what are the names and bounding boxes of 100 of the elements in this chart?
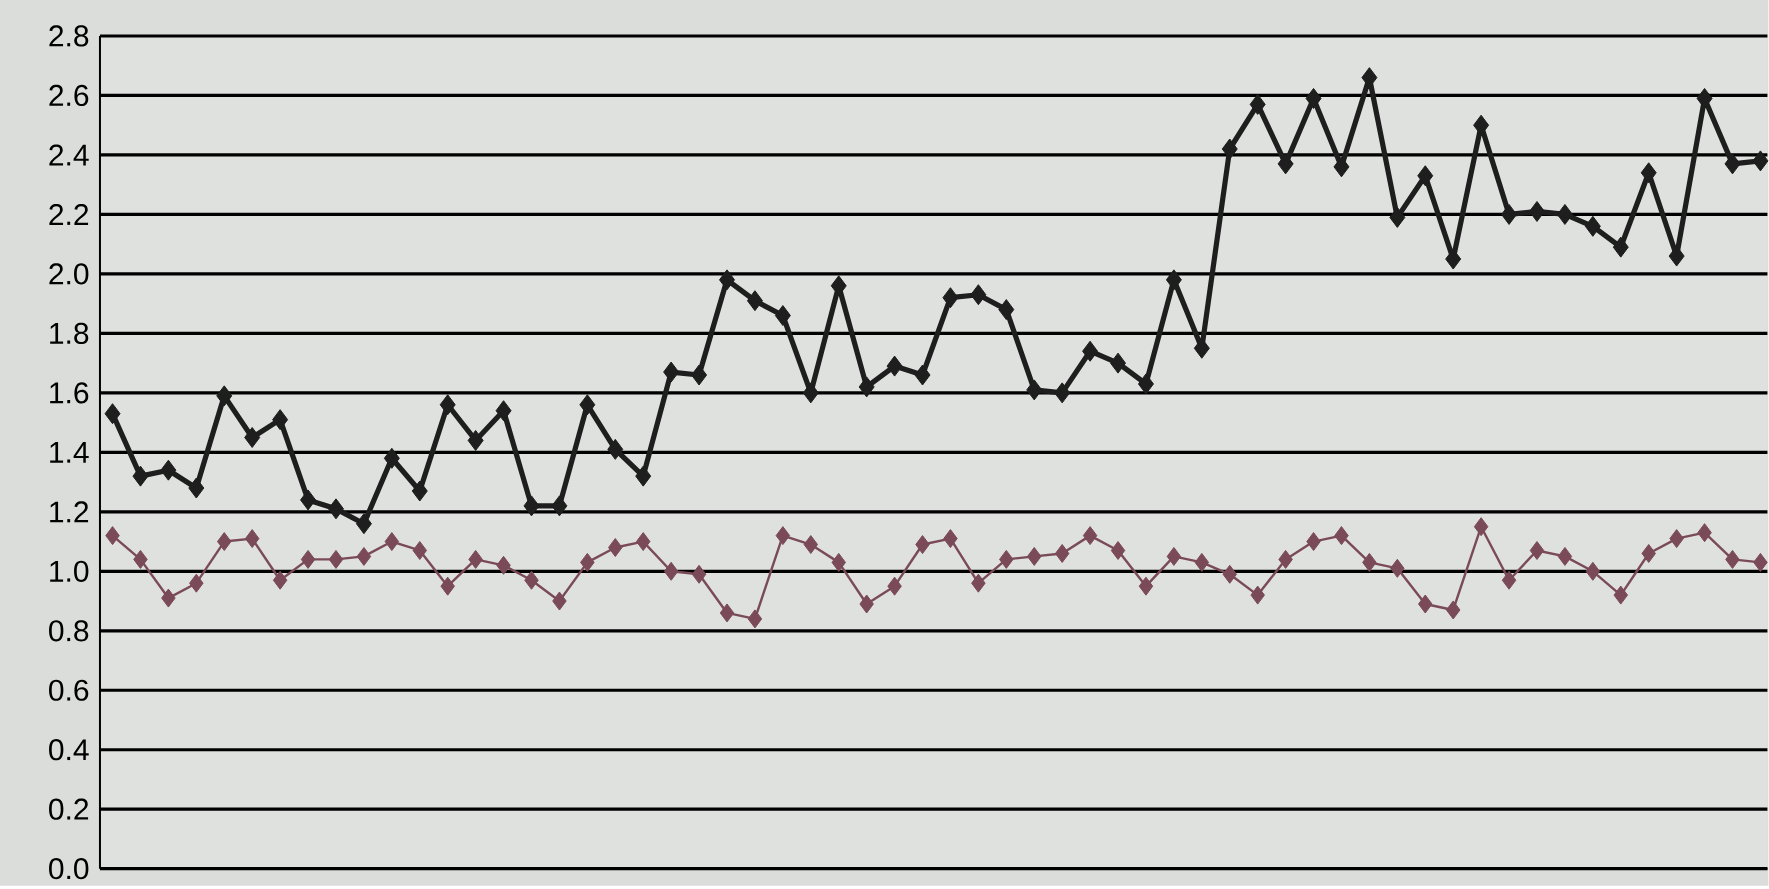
point bbox=[1082, 525, 1098, 545]
point bbox=[495, 400, 512, 422]
y-tick-label: 2.6 bbox=[49, 84, 89, 106]
point bbox=[635, 465, 652, 487]
point bbox=[1725, 549, 1740, 569]
point bbox=[1249, 93, 1266, 115]
point bbox=[775, 525, 791, 545]
point bbox=[970, 284, 987, 306]
point bbox=[1138, 576, 1154, 596]
point bbox=[1026, 546, 1042, 566]
point bbox=[440, 576, 455, 596]
point bbox=[1669, 528, 1684, 548]
point bbox=[1473, 517, 1489, 537]
point bbox=[802, 382, 819, 404]
point bbox=[216, 385, 233, 407]
point bbox=[1529, 540, 1545, 560]
point bbox=[1026, 379, 1043, 401]
point bbox=[1166, 546, 1182, 566]
point bbox=[244, 426, 261, 448]
point bbox=[1306, 531, 1321, 551]
point bbox=[1612, 236, 1629, 258]
point bbox=[858, 376, 875, 398]
point bbox=[719, 603, 735, 623]
point bbox=[327, 498, 344, 520]
point bbox=[1753, 552, 1768, 572]
point bbox=[1697, 522, 1712, 542]
point bbox=[412, 540, 428, 560]
point bbox=[608, 537, 623, 557]
point bbox=[272, 408, 289, 430]
point bbox=[914, 364, 931, 386]
point bbox=[384, 531, 400, 551]
point bbox=[217, 531, 232, 551]
point bbox=[132, 465, 149, 487]
point bbox=[160, 459, 177, 481]
point bbox=[1584, 215, 1601, 237]
point bbox=[1501, 203, 1518, 225]
y-tick-label: 2.8 bbox=[49, 25, 89, 47]
point bbox=[355, 513, 372, 535]
y-tick-label: 1.8 bbox=[50, 322, 89, 344]
point bbox=[1250, 585, 1265, 605]
point bbox=[1390, 558, 1405, 578]
y-tick-label: 0.4 bbox=[49, 738, 89, 761]
y-tick-label: 1.2 bbox=[50, 501, 89, 523]
point bbox=[467, 429, 484, 451]
point bbox=[244, 528, 260, 548]
point bbox=[1418, 594, 1433, 614]
point bbox=[971, 573, 986, 593]
point bbox=[999, 549, 1014, 569]
point bbox=[328, 549, 344, 569]
point bbox=[1110, 540, 1126, 560]
point bbox=[747, 609, 763, 629]
y-tick-label: 2.4 bbox=[49, 144, 89, 166]
point bbox=[943, 528, 958, 548]
point bbox=[580, 552, 595, 572]
point bbox=[300, 549, 316, 569]
y-tick-label: 0.6 bbox=[49, 679, 89, 701]
point bbox=[524, 570, 539, 590]
point bbox=[1362, 552, 1377, 572]
point bbox=[1557, 546, 1573, 566]
point bbox=[746, 290, 763, 312]
point bbox=[1110, 352, 1127, 374]
point bbox=[300, 489, 317, 511]
point bbox=[1556, 203, 1573, 225]
point bbox=[496, 555, 511, 575]
y-tick-label: 1.6 bbox=[50, 382, 89, 404]
point bbox=[663, 561, 679, 581]
point bbox=[915, 534, 930, 554]
point bbox=[1278, 549, 1293, 569]
y-tick-label: 2.2 bbox=[49, 203, 89, 225]
y-tick-label: 1.4 bbox=[50, 441, 89, 463]
point bbox=[1277, 153, 1294, 175]
point bbox=[1613, 585, 1629, 605]
point bbox=[1305, 87, 1322, 109]
point bbox=[411, 480, 428, 502]
point bbox=[1696, 87, 1713, 109]
y-tick-label: 0.8 bbox=[49, 620, 89, 642]
point bbox=[1334, 525, 1349, 545]
point bbox=[551, 495, 568, 517]
y-tick-label: 0.2 bbox=[49, 798, 89, 820]
point bbox=[691, 564, 707, 584]
point bbox=[383, 447, 400, 469]
point bbox=[523, 495, 540, 517]
point bbox=[1137, 373, 1154, 395]
y-tick-label: 1.0 bbox=[50, 560, 89, 582]
point bbox=[356, 546, 372, 566]
point bbox=[1445, 600, 1461, 620]
point bbox=[468, 549, 483, 569]
point bbox=[719, 269, 735, 291]
point bbox=[887, 576, 902, 596]
point bbox=[552, 591, 567, 611]
point bbox=[1640, 162, 1657, 184]
point bbox=[1389, 206, 1406, 228]
point bbox=[133, 549, 148, 569]
point bbox=[691, 364, 708, 386]
point bbox=[579, 394, 596, 416]
point bbox=[942, 287, 959, 309]
point bbox=[1194, 552, 1210, 572]
point bbox=[1417, 165, 1434, 187]
point bbox=[1082, 340, 1099, 362]
point bbox=[1585, 561, 1601, 581]
